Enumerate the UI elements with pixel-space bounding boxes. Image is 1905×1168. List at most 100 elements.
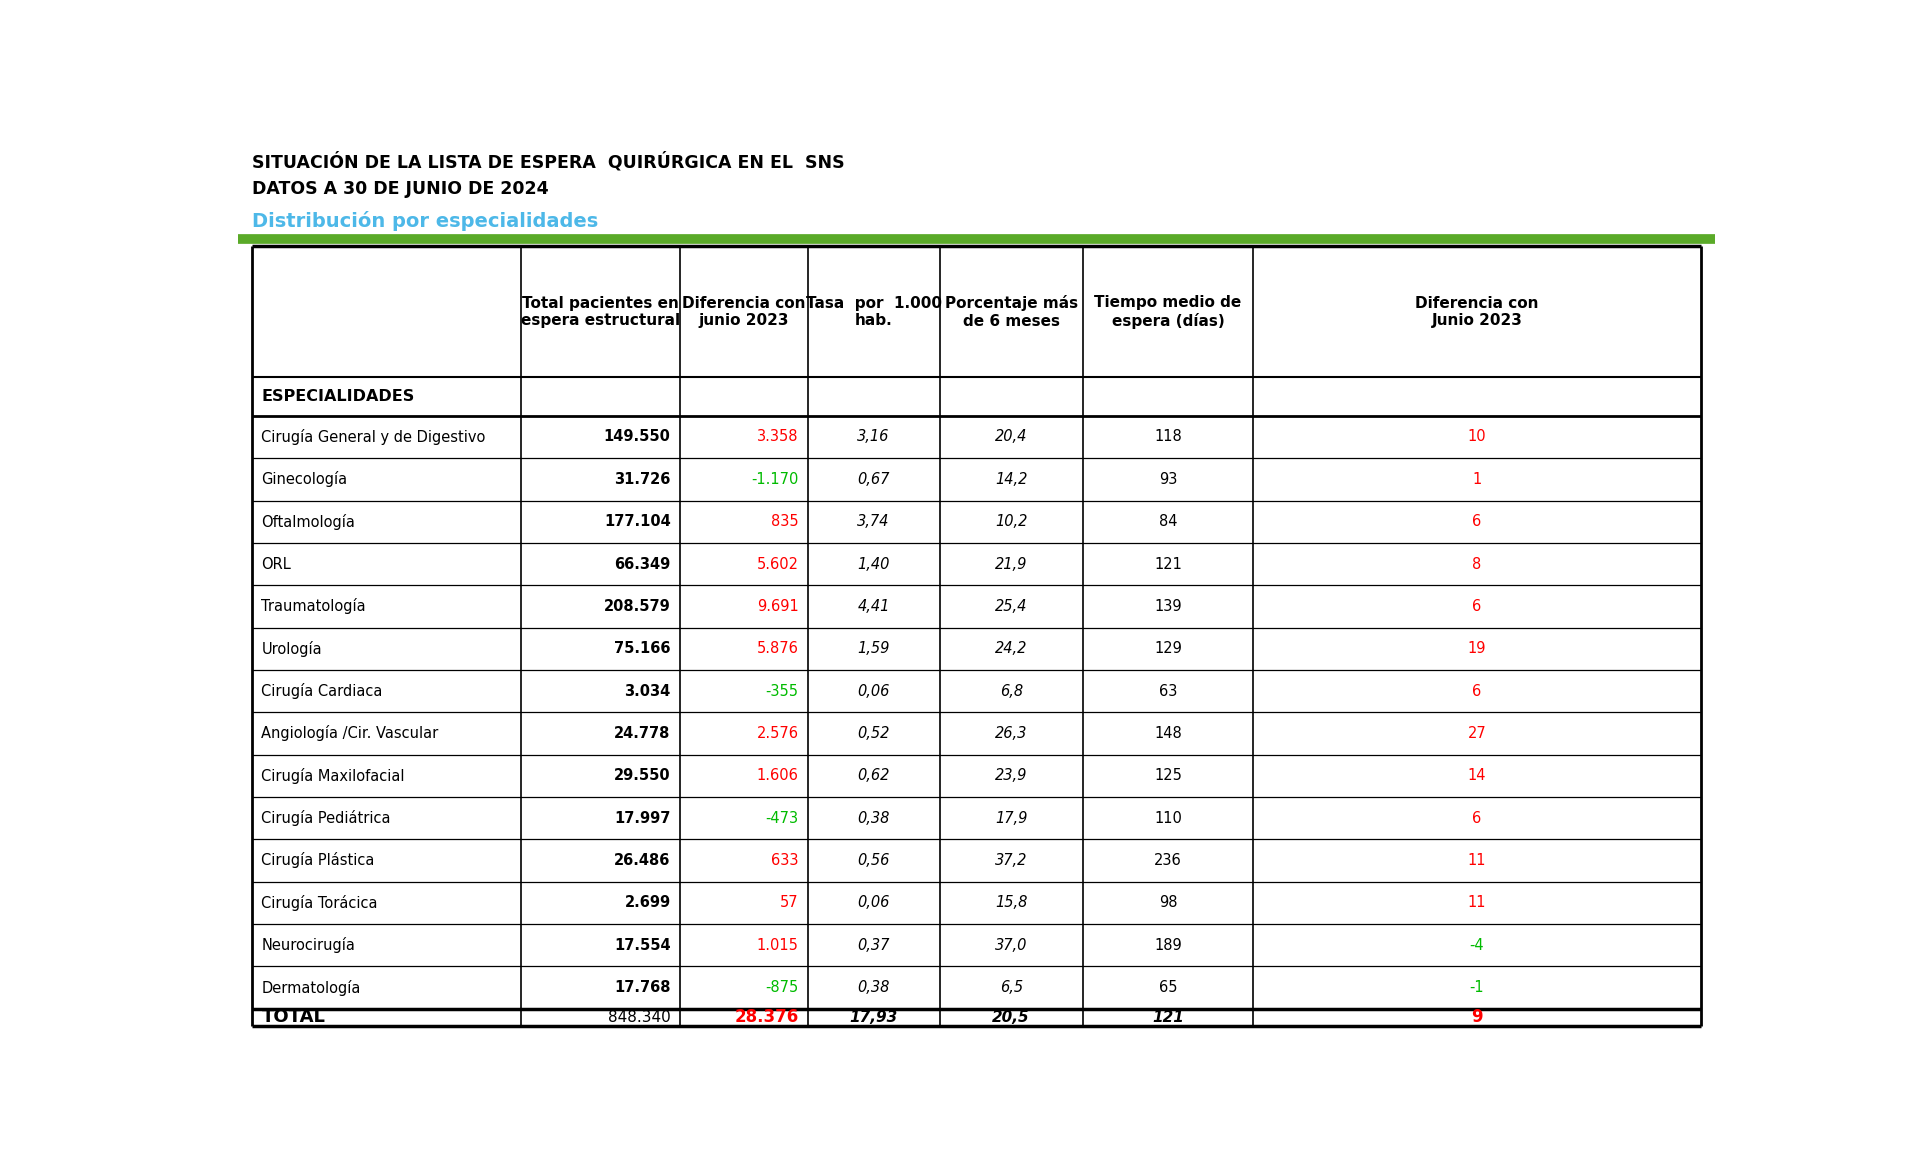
Text: 21,9: 21,9 (994, 556, 1027, 571)
Text: Cirugía Torácica: Cirugía Torácica (261, 895, 377, 911)
Text: 6,5: 6,5 (1000, 980, 1023, 995)
Text: 37,0: 37,0 (994, 938, 1027, 953)
Text: 3,16: 3,16 (857, 430, 890, 445)
Text: 26,3: 26,3 (994, 726, 1027, 741)
Text: 20,5: 20,5 (993, 1009, 1031, 1024)
Text: 28.376: 28.376 (733, 1008, 798, 1027)
Text: 19: 19 (1467, 641, 1486, 656)
Text: 129: 129 (1154, 641, 1183, 656)
Text: ORL: ORL (261, 556, 291, 571)
Text: 6: 6 (1473, 599, 1482, 614)
Text: 65: 65 (1158, 980, 1177, 995)
Text: 37,2: 37,2 (994, 853, 1027, 868)
Text: 10: 10 (1467, 430, 1486, 445)
Text: 6: 6 (1473, 683, 1482, 698)
Text: 1,40: 1,40 (857, 556, 890, 571)
Text: 2.576: 2.576 (756, 726, 798, 741)
Text: 0,62: 0,62 (857, 769, 890, 784)
Text: 1,59: 1,59 (857, 641, 890, 656)
Text: 98: 98 (1158, 896, 1177, 910)
Text: 125: 125 (1154, 769, 1183, 784)
Text: 139: 139 (1154, 599, 1181, 614)
Text: 110: 110 (1154, 811, 1183, 826)
Text: Tiempo medio de
espera (días): Tiempo medio de espera (días) (1095, 296, 1242, 328)
Text: 93: 93 (1158, 472, 1177, 487)
Text: 0,67: 0,67 (857, 472, 890, 487)
Text: 26.486: 26.486 (613, 853, 671, 868)
Text: 148: 148 (1154, 726, 1181, 741)
Text: 1.606: 1.606 (756, 769, 798, 784)
Text: ESPECIALIDADES: ESPECIALIDADES (261, 389, 415, 404)
Text: 208.579: 208.579 (604, 599, 671, 614)
Text: 8: 8 (1473, 556, 1482, 571)
Text: 27: 27 (1467, 726, 1486, 741)
Text: 0,06: 0,06 (857, 683, 890, 698)
Text: Ginecología: Ginecología (261, 472, 347, 487)
Text: 84: 84 (1158, 514, 1177, 529)
Text: 149.550: 149.550 (604, 430, 671, 445)
Text: 5.876: 5.876 (756, 641, 798, 656)
Text: 236: 236 (1154, 853, 1181, 868)
Text: 848.340: 848.340 (608, 1009, 671, 1024)
Text: Cirugía Cardiaca: Cirugía Cardiaca (261, 683, 383, 700)
Text: 6,8: 6,8 (1000, 683, 1023, 698)
Text: Urología: Urología (261, 641, 322, 656)
Text: Total pacientes en
espera estructural: Total pacientes en espera estructural (520, 296, 680, 328)
Text: 3,74: 3,74 (857, 514, 890, 529)
Text: 3.034: 3.034 (625, 683, 671, 698)
Text: Neurocirugía: Neurocirugía (261, 937, 354, 953)
Text: Cirugía Maxilofacial: Cirugía Maxilofacial (261, 767, 406, 784)
Text: 2.699: 2.699 (625, 896, 671, 910)
Text: 0,38: 0,38 (857, 811, 890, 826)
Text: 9: 9 (1471, 1008, 1482, 1027)
Text: 0,52: 0,52 (857, 726, 890, 741)
Text: 57: 57 (779, 896, 798, 910)
Text: TOTAL: TOTAL (261, 1008, 326, 1027)
Text: 9.691: 9.691 (756, 599, 798, 614)
Text: Oftalmología: Oftalmología (261, 514, 354, 530)
Text: 0,06: 0,06 (857, 896, 890, 910)
Text: -1.170: -1.170 (751, 472, 798, 487)
Text: 63: 63 (1158, 683, 1177, 698)
Text: 10,2: 10,2 (994, 514, 1027, 529)
Text: 66.349: 66.349 (613, 556, 671, 571)
Text: 31.726: 31.726 (613, 472, 671, 487)
Text: 835: 835 (772, 514, 798, 529)
Text: 3.358: 3.358 (756, 430, 798, 445)
Text: 11: 11 (1467, 853, 1486, 868)
Text: 4,41: 4,41 (857, 599, 890, 614)
Text: 17.997: 17.997 (613, 811, 671, 826)
Text: 14: 14 (1467, 769, 1486, 784)
Text: -1: -1 (1469, 980, 1484, 995)
Text: 17,93: 17,93 (850, 1009, 897, 1024)
Text: Cirugía Pediátrica: Cirugía Pediátrica (261, 811, 391, 826)
Text: 1: 1 (1473, 472, 1482, 487)
Text: 17.554: 17.554 (613, 938, 671, 953)
Text: 75.166: 75.166 (613, 641, 671, 656)
Text: -473: -473 (766, 811, 798, 826)
Text: 1.015: 1.015 (756, 938, 798, 953)
Text: 118: 118 (1154, 430, 1181, 445)
Text: 11: 11 (1467, 896, 1486, 910)
Text: Tasa  por  1.000
hab.: Tasa por 1.000 hab. (806, 296, 941, 328)
Text: Diferencia con
junio 2023: Diferencia con junio 2023 (682, 296, 806, 328)
Text: 0,37: 0,37 (857, 938, 890, 953)
Text: Porcentaje más
de 6 meses: Porcentaje más de 6 meses (945, 296, 1078, 328)
Text: Angiología /Cir. Vascular: Angiología /Cir. Vascular (261, 725, 438, 742)
Text: 25,4: 25,4 (994, 599, 1027, 614)
Text: -875: -875 (766, 980, 798, 995)
Text: 14,2: 14,2 (994, 472, 1027, 487)
Text: DATOS A 30 DE JUNIO DE 2024: DATOS A 30 DE JUNIO DE 2024 (251, 180, 549, 199)
Text: 5.602: 5.602 (756, 556, 798, 571)
Text: 29.550: 29.550 (613, 769, 671, 784)
Text: 6: 6 (1473, 514, 1482, 529)
Text: 17,9: 17,9 (994, 811, 1027, 826)
Text: Diferencia con
Junio 2023: Diferencia con Junio 2023 (1415, 296, 1539, 328)
Text: 0,38: 0,38 (857, 980, 890, 995)
Text: 24.778: 24.778 (613, 726, 671, 741)
Text: Dermatología: Dermatología (261, 980, 360, 995)
Text: 633: 633 (772, 853, 798, 868)
Text: 24,2: 24,2 (994, 641, 1027, 656)
Text: 121: 121 (1154, 556, 1183, 571)
Text: 189: 189 (1154, 938, 1181, 953)
